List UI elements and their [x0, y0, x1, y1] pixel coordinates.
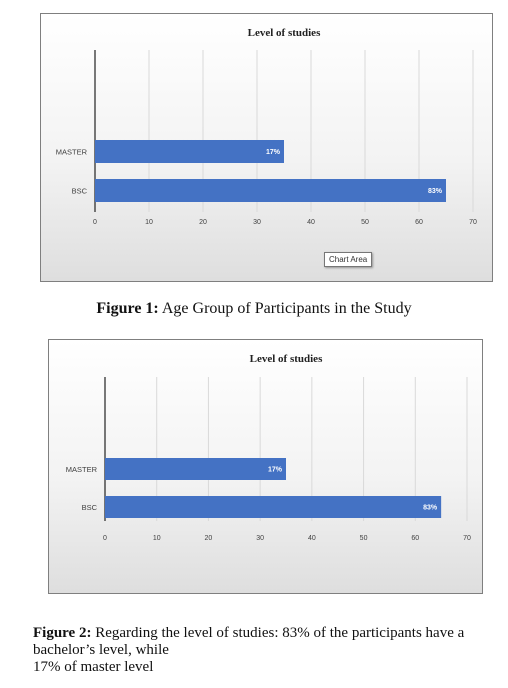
data-label: 83%: [428, 188, 443, 195]
chart-title: Level of studies: [250, 353, 323, 365]
chart-1: Level of studies MASTER 17% BSC 83% 0 10 20 30 40…: [40, 13, 493, 282]
chart-2-svg: Level of studies MASTER 17% BSC 83% 0 10 20 30 40…: [66, 353, 471, 542]
tick-label: 20: [199, 219, 207, 226]
tick-label: 30: [253, 219, 261, 226]
tick-label: 0: [93, 219, 97, 226]
figure-2-label: Figure 2:: [33, 625, 92, 641]
chart-2: Level of studies MASTER 17% BSC 83% 0 10 20 30 40…: [48, 339, 483, 594]
tick-label: 10: [153, 535, 161, 542]
tick-label: 50: [361, 219, 369, 226]
tick-label: 30: [256, 535, 264, 542]
figure-1-text: Age Group of Participants in the Study: [158, 300, 412, 317]
data-label: 17%: [268, 467, 283, 474]
tick-label: 20: [205, 535, 213, 542]
data-label: 17%: [266, 149, 281, 156]
tick-label: 10: [145, 219, 153, 226]
category-label: BSC: [82, 503, 98, 512]
tick-label: 70: [469, 219, 477, 226]
tick-label: 0: [103, 535, 107, 542]
category-label: MASTER: [56, 148, 88, 157]
chart-title: Level of studies: [248, 27, 321, 39]
figure-2-text: Regarding the level of studies: 83% of t…: [33, 625, 465, 658]
bar-master: [95, 140, 284, 163]
bar-bsc: [105, 496, 442, 518]
chart-area-tooltip: Chart Area: [324, 252, 373, 267]
data-label: 83%: [423, 505, 438, 512]
chart-1-svg: Level of studies MASTER 17% BSC 83% 0 10 20 30 40…: [56, 27, 477, 226]
tick-label: 40: [308, 535, 316, 542]
figure-1-caption: Figure 1: Age Group of Participants in t…: [0, 300, 508, 318]
tick-label: 70: [463, 535, 471, 542]
bar-bsc: [95, 179, 446, 202]
figure-1-label: Figure 1:: [96, 300, 159, 317]
figure-2-text-line2: 17% of master level: [33, 659, 154, 675]
tick-label: 50: [360, 535, 368, 542]
tick-label: 40: [307, 219, 315, 226]
bar-master: [105, 458, 286, 480]
tick-label: 60: [411, 535, 419, 542]
category-label: MASTER: [66, 465, 98, 474]
category-label: BSC: [72, 187, 88, 196]
figure-2-caption: Figure 2: Regarding the level of studies…: [33, 625, 503, 676]
tick-label: 60: [415, 219, 423, 226]
